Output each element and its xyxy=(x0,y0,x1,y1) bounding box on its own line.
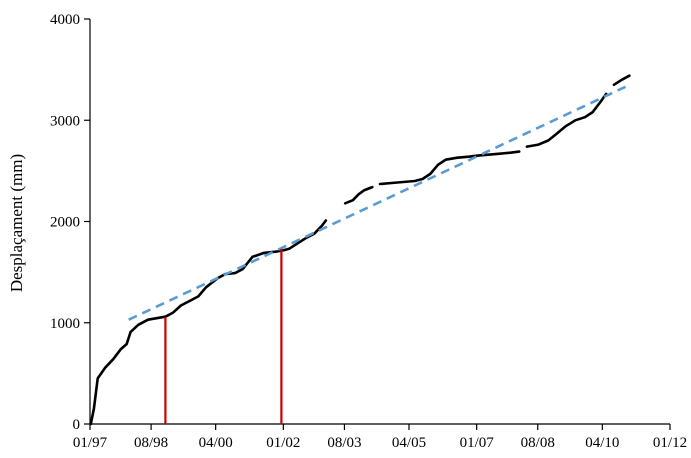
y-tick-label: 3000 xyxy=(50,113,80,129)
x-tick-label: 01/02 xyxy=(266,435,300,451)
measured-displacement-segment xyxy=(525,92,608,148)
marker-layer xyxy=(164,248,283,424)
y-axis-title: Desplaçament (mm) xyxy=(7,154,26,292)
measured-displacement-segment xyxy=(343,185,374,205)
y-tick-label: 0 xyxy=(73,417,81,433)
x-tick-label: 01/07 xyxy=(460,435,495,451)
x-tick-label: 04/10 xyxy=(585,435,619,451)
axes xyxy=(89,19,670,425)
x-tick-label: 08/98 xyxy=(134,435,168,451)
y-tick-label: 1000 xyxy=(50,316,80,332)
trend-line xyxy=(128,85,627,321)
measured-displacement-segment xyxy=(612,74,631,87)
y-tick-label: 2000 xyxy=(50,215,80,231)
x-ticks: 01/97 08/98 04/00 01/02 08/03 04/05 01/07 08/08… xyxy=(73,424,687,451)
y-tick-label: 4000 xyxy=(50,12,80,28)
x-tick-label: 04/05 xyxy=(392,435,426,451)
series-layer xyxy=(89,74,631,426)
measured-displacement-segment xyxy=(89,219,328,426)
x-tick-label: 08/03 xyxy=(327,435,361,451)
x-tick-label: 04/00 xyxy=(199,435,233,451)
x-tick-label: 08/08 xyxy=(521,435,555,451)
x-tick-label: 01/12 xyxy=(653,435,687,451)
measured-displacement-segment xyxy=(378,150,521,186)
x-tick-label: 01/97 xyxy=(73,435,108,451)
y-ticks: 0 1000 2000 3000 4000 xyxy=(50,12,90,433)
